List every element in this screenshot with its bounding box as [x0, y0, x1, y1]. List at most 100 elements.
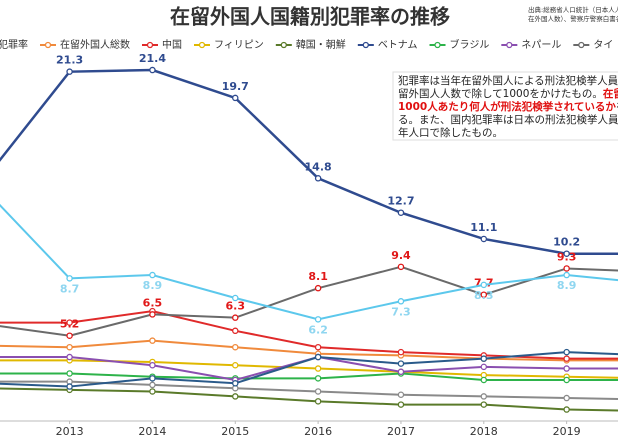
point: [314, 343, 322, 351]
annotation-text: 年人口で除したもの。: [398, 126, 503, 139]
source: 在外国人数）、警察庁警察白書各年: [528, 14, 618, 23]
point: [66, 68, 73, 75]
data-label: 8.7: [60, 282, 80, 295]
point: [563, 406, 570, 413]
point: [314, 375, 322, 382]
x-tick-label: 2013: [56, 425, 84, 438]
point: [232, 380, 239, 387]
point: [314, 388, 322, 395]
point: [314, 284, 322, 292]
x-tick-label: 2014: [138, 425, 166, 438]
point: [149, 361, 156, 369]
annotation-text: る。また、国内犯罪率は日本の刑法犯検挙人員を日: [398, 113, 618, 126]
x-tick-label: 2017: [387, 425, 415, 438]
point: [480, 281, 488, 289]
data-label: 21.4: [139, 52, 166, 65]
data-label: 9.4: [391, 249, 411, 262]
point: [232, 294, 239, 302]
chart-title: 在留外国人国籍別犯罪率の推移: [170, 5, 450, 29]
point: [66, 332, 73, 339]
point: [66, 343, 73, 351]
point: [480, 235, 488, 243]
legend-label: タイ: [593, 39, 613, 51]
annotation-line: 犯罪率は当年在留外国人による刑法犯検挙人員を: [398, 74, 618, 87]
data-label: 10.2: [553, 236, 580, 249]
point: [149, 66, 156, 74]
point: [480, 355, 488, 362]
point: [397, 360, 405, 367]
point: [66, 370, 73, 377]
point: [66, 275, 73, 282]
data-label: 5.2: [60, 318, 80, 331]
data-label: 6.2: [308, 323, 328, 336]
x-tick-label: 2016: [304, 425, 332, 438]
point: [397, 263, 405, 271]
legend-label: フィリピン: [214, 39, 264, 51]
point: [397, 348, 405, 356]
data-label: 14.8: [305, 160, 332, 173]
data-label: 8.9: [143, 279, 163, 292]
legend-marker: [146, 41, 154, 49]
annotation-text: 1000人あたり何人が刑法犯検挙されているか: [398, 100, 616, 113]
point: [563, 271, 570, 279]
data-label: 19.7: [222, 80, 249, 93]
point: [149, 375, 156, 382]
point: [232, 361, 239, 369]
annotation-text: を: [616, 101, 618, 113]
point: [66, 383, 73, 390]
annotation-line: 留外国人人数で除して1000をかけたもの。在留外: [398, 87, 618, 100]
point: [480, 363, 488, 371]
point: [314, 365, 322, 372]
point: [149, 311, 156, 318]
annotation-text: 在留外: [603, 87, 618, 100]
point: [397, 391, 405, 399]
legend-label: ブラジル: [450, 38, 490, 51]
point: [314, 398, 322, 405]
x-tick-label: 2019: [553, 425, 581, 438]
point: [563, 394, 570, 402]
point: [480, 401, 488, 408]
series-line: [0, 203, 618, 321]
point: [397, 298, 405, 305]
annotation-line: 年人口で除したもの。: [398, 126, 503, 139]
legend-label: 在留外国人総数: [60, 38, 130, 51]
point: [563, 348, 570, 356]
point: [314, 353, 322, 361]
legend-label: ベトナム: [378, 39, 418, 51]
point: [66, 353, 73, 361]
point: [563, 265, 570, 272]
annotation-text: 留外国人人数で除して1000をかけたもの。: [398, 87, 603, 100]
data-label: 21.3: [56, 54, 83, 67]
x-tick-label: 2018: [470, 425, 498, 438]
point: [397, 401, 405, 408]
data-label: 9.3: [557, 250, 577, 263]
point: [480, 393, 488, 400]
legend-label: 犯罪率: [0, 38, 28, 51]
annotation-bg: [392, 71, 618, 141]
plot: 21.3 21.4 19.7 14.8 12.7 11.1 10.2 5.2 6.5 6.3 8.1…: [0, 52, 618, 413]
annotation-text: 犯罪率は当年在留外国人による刑法犯検挙人員を: [398, 74, 618, 87]
point: [480, 376, 488, 384]
point: [232, 393, 239, 400]
data-label: 6.5: [143, 296, 163, 309]
legend-label: 韓国・朝鮮: [296, 38, 346, 51]
point: [397, 209, 405, 216]
point: [232, 327, 239, 335]
legend: 犯罪率在留外国人総数中国フィリピン韓国・朝鮮ベトナムブラジルネパールタイスリラン…: [0, 38, 613, 51]
legend-marker: [578, 41, 585, 49]
legend-marker: [506, 41, 513, 49]
data-label: 6.3: [226, 300, 246, 313]
point: [563, 376, 570, 384]
point: [232, 94, 239, 102]
data-label: 8.9: [557, 279, 577, 292]
x-tick-label: 2015: [221, 425, 249, 438]
source: 出典:総務省人口統計（日本人人口）、: [528, 5, 618, 14]
point: [563, 365, 570, 372]
point: [232, 314, 239, 321]
point: [480, 291, 488, 298]
point: [149, 337, 156, 344]
point: [149, 381, 156, 389]
data-label: 11.1: [470, 221, 497, 234]
